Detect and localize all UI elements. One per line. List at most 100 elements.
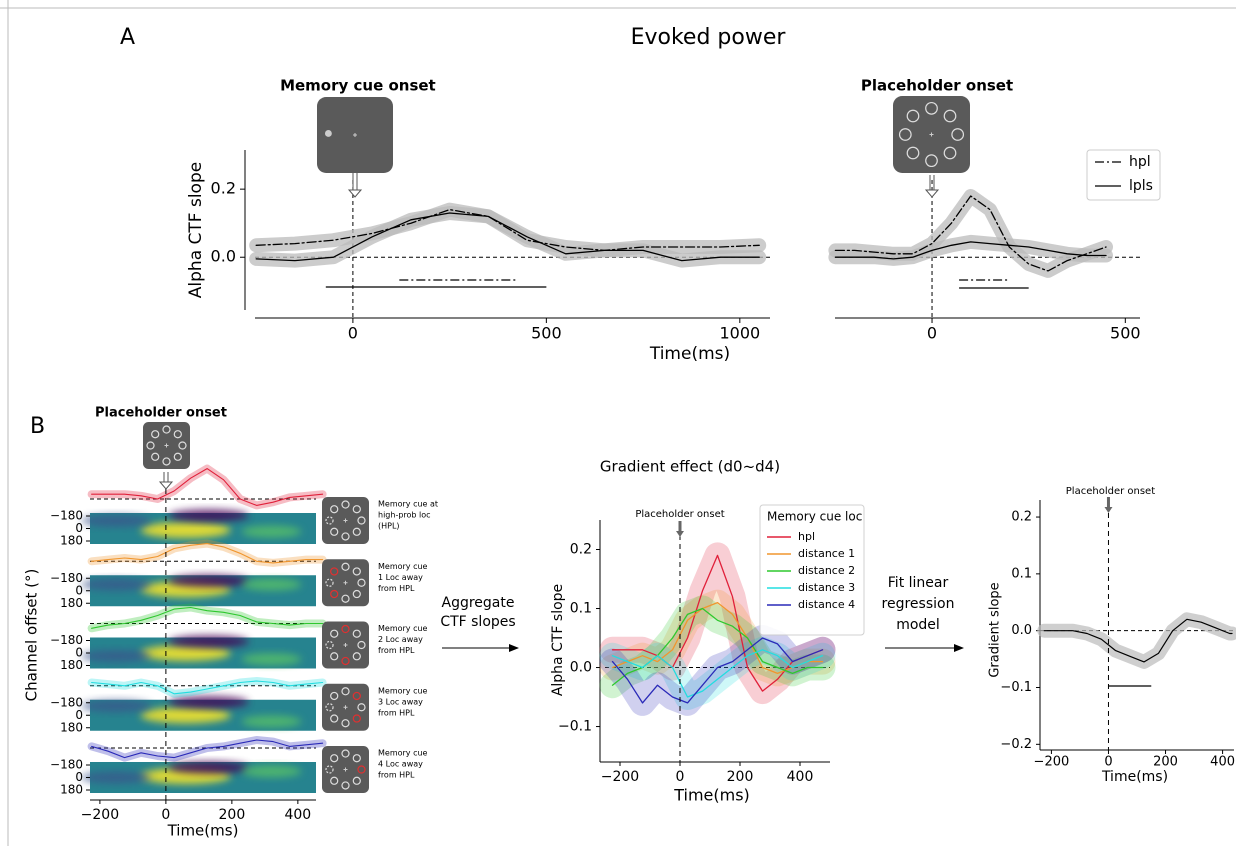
placeholder-circle <box>357 703 366 712</box>
placeholder-circle <box>151 452 160 461</box>
y-tick-label: 0.1 <box>570 601 592 617</box>
onset-annotation: Placeholder onset <box>95 406 227 421</box>
row-label: Memory cue <box>378 686 428 695</box>
placeholder-circle <box>352 589 361 599</box>
x-tick-label: 400 <box>1210 755 1235 770</box>
arrow-head <box>158 481 174 490</box>
x-tick-label: 500 <box>1110 324 1141 343</box>
placeholder-circle <box>325 640 334 650</box>
y-tick-label: 0 <box>75 708 83 722</box>
placeholder-circle <box>925 154 938 168</box>
heatmap-blob <box>168 696 249 709</box>
placeholder-circle <box>330 754 339 763</box>
placeholder-circle <box>357 640 366 650</box>
y-axis-label: Channel offset (°) <box>23 569 41 702</box>
placeholder-circle <box>341 500 350 509</box>
placeholder-circle <box>341 562 350 571</box>
y-tick-label: −180 <box>50 695 83 709</box>
x-tick-label: 0 <box>348 324 358 343</box>
y-tick-label: 180 <box>60 783 83 797</box>
placeholder-circle <box>330 527 339 536</box>
placeholder-circle <box>341 781 350 790</box>
placeholder-circle <box>352 505 361 514</box>
x-tick-label: −200 <box>601 769 639 785</box>
panel-label: B <box>30 414 45 439</box>
y-tick-label: 0.2 <box>1011 510 1032 525</box>
y-tick-label: −180 <box>50 509 83 523</box>
arrow-text: Aggregate <box>442 595 515 611</box>
confidence-band <box>828 234 1113 266</box>
placeholder-circle <box>330 691 339 701</box>
series-line <box>91 739 324 759</box>
placeholder-circle <box>943 146 957 160</box>
legend-label: hpl <box>1129 154 1151 170</box>
placeholder-circle <box>352 629 361 638</box>
placeholder-circle <box>151 430 160 439</box>
row-label: 3 Loc away <box>378 697 423 706</box>
legend-box <box>1086 149 1161 201</box>
y-tick-label: 180 <box>60 658 83 672</box>
row-label: from HPL <box>378 584 415 593</box>
series-line <box>611 554 824 692</box>
onset-annotation: Placeholder onset <box>635 509 724 520</box>
confidence-band <box>1037 612 1236 669</box>
arrow-head <box>347 189 363 198</box>
heatmap-blob <box>81 650 152 663</box>
row-label: Memory cue <box>378 624 428 633</box>
placeholder-circle <box>898 128 912 141</box>
placeholder-circle <box>341 656 350 666</box>
placeholder-circle <box>325 765 334 774</box>
placeholder-circle <box>352 567 361 576</box>
x-tick-label: 200 <box>1153 755 1178 770</box>
lpls-line <box>834 241 1107 260</box>
row-label: 4 Loc away <box>378 760 423 769</box>
placeholder-circle <box>352 754 361 763</box>
figure-title: Evoked power <box>631 25 787 50</box>
row-label: high-prob loc <box>378 511 431 520</box>
placeholder-circle <box>330 714 339 723</box>
y-tick-label: 0 <box>75 521 83 535</box>
y-tick-label: 180 <box>60 596 83 610</box>
placeholder-circle <box>330 652 339 661</box>
y-tick-label: −180 <box>50 758 83 772</box>
y-tick-label: 0 <box>75 583 83 597</box>
placeholder-circle <box>173 430 182 439</box>
legend-label: distance 4 <box>798 598 855 611</box>
placeholder-circle <box>341 687 350 696</box>
lpls-line <box>255 212 760 262</box>
x-tick-label: 200 <box>219 807 246 823</box>
placeholder-circle <box>173 452 182 461</box>
heatmap-blob <box>241 653 302 666</box>
hpl-line <box>255 208 760 252</box>
series-line <box>91 468 324 506</box>
placeholder-circle <box>357 765 366 774</box>
arrow-text: CTF slopes <box>440 614 515 630</box>
hpl-line <box>834 195 1107 272</box>
heatmap-blob <box>81 578 152 591</box>
y-tick-label: 0.0 <box>570 660 592 676</box>
placeholder-circle <box>325 516 334 525</box>
y-axis-label: Gradient slope <box>988 582 1003 677</box>
y-tick-label: 0.1 <box>1011 566 1032 581</box>
cue-dot <box>324 130 332 137</box>
confidence-band <box>87 677 327 698</box>
y-tick-label: 0.0 <box>1011 623 1032 638</box>
row-label: 1 Loc away <box>378 573 423 582</box>
legend-title: Memory cue loc <box>767 510 862 524</box>
arrow-head <box>924 189 940 198</box>
heatmap-blob <box>241 765 302 778</box>
y-tick-label: −0.2 <box>1000 737 1032 752</box>
placeholder-circle <box>357 516 366 525</box>
placeholder-circle <box>352 714 361 723</box>
y-tick-label: 0 <box>75 646 83 660</box>
row-label: Memory cue <box>378 749 428 758</box>
arrow-head <box>676 531 684 537</box>
placeholder-circle <box>951 128 965 141</box>
heatmap-blob <box>168 509 249 522</box>
chart-title: Gradient effect (d0~d4) <box>600 458 780 476</box>
heatmap-blob <box>81 514 152 527</box>
x-tick-label: −200 <box>1034 755 1070 770</box>
heatmap-blob <box>140 645 231 661</box>
